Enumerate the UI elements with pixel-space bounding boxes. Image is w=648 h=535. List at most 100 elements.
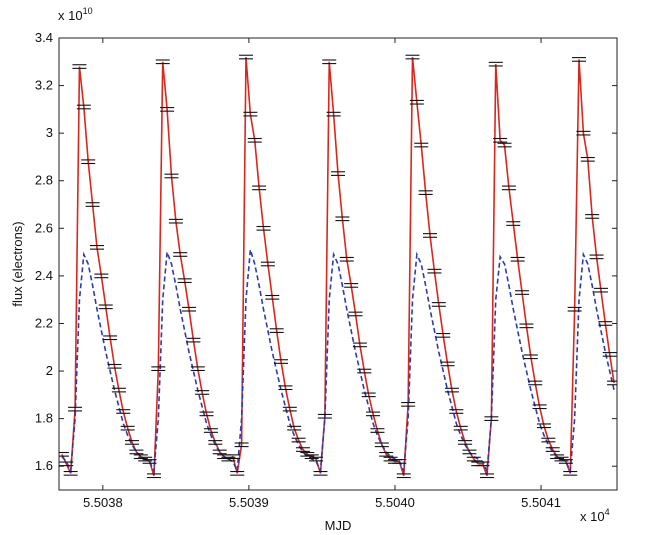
y-multiplier-exponent: 10 bbox=[83, 6, 93, 16]
data-point bbox=[493, 137, 508, 143]
data-point bbox=[151, 366, 166, 372]
data-point bbox=[339, 256, 354, 262]
data-point bbox=[256, 225, 271, 231]
data-point bbox=[484, 416, 499, 421]
data-point bbox=[85, 202, 100, 207]
data-point bbox=[528, 380, 543, 386]
data-point bbox=[160, 107, 175, 112]
x-tick-label: 5.5038 bbox=[83, 495, 123, 510]
data-point bbox=[431, 302, 446, 307]
data-point bbox=[563, 470, 578, 476]
data-point bbox=[168, 218, 183, 224]
data-point bbox=[103, 335, 118, 341]
data-point bbox=[212, 449, 227, 455]
model-line bbox=[61, 249, 615, 475]
data-point bbox=[287, 425, 302, 431]
data-point bbox=[173, 252, 188, 257]
data-point bbox=[107, 363, 122, 369]
data-point bbox=[230, 470, 245, 476]
data-point bbox=[186, 337, 201, 343]
y-tick-label: 3 bbox=[46, 125, 53, 140]
data-point bbox=[68, 406, 83, 412]
data-point bbox=[313, 470, 328, 476]
data-point bbox=[295, 447, 310, 452]
data-point bbox=[164, 173, 179, 179]
x-multiplier: x 104 bbox=[580, 507, 610, 524]
data-line bbox=[61, 56, 615, 477]
data-point bbox=[322, 59, 337, 65]
data-point bbox=[401, 402, 416, 407]
data-point bbox=[427, 268, 442, 274]
data-point bbox=[348, 311, 363, 317]
plot-frame bbox=[58, 37, 618, 491]
y-tick-label: 1.8 bbox=[35, 411, 53, 426]
x-axis-label: MJD bbox=[325, 518, 352, 533]
data-point bbox=[59, 461, 74, 467]
data-point bbox=[607, 380, 617, 386]
data-point bbox=[317, 413, 332, 419]
data-point bbox=[252, 185, 267, 191]
data-point bbox=[63, 470, 78, 476]
data-point bbox=[357, 368, 372, 374]
data-point bbox=[309, 456, 324, 462]
data-point bbox=[142, 459, 157, 464]
data-point bbox=[177, 278, 192, 284]
data-point bbox=[532, 404, 547, 410]
data-point bbox=[146, 473, 161, 479]
data-point bbox=[567, 306, 582, 312]
data-point bbox=[326, 111, 341, 117]
data-point bbox=[225, 454, 240, 460]
data-point bbox=[155, 59, 170, 65]
y-tick-label: 3.2 bbox=[35, 78, 53, 93]
data-point bbox=[585, 214, 600, 219]
data-point bbox=[260, 261, 275, 267]
data-point bbox=[238, 54, 253, 60]
data-point bbox=[383, 456, 398, 462]
data-point bbox=[203, 428, 218, 433]
data-point bbox=[331, 171, 345, 176]
data-point bbox=[89, 244, 104, 250]
data-point bbox=[344, 283, 359, 288]
data-point bbox=[462, 449, 477, 455]
y-axis-label: flux (electrons) bbox=[10, 221, 25, 306]
data-point bbox=[497, 142, 512, 148]
data-point bbox=[335, 216, 350, 222]
data-point bbox=[436, 333, 451, 338]
data-point bbox=[576, 130, 591, 136]
data-point bbox=[133, 454, 148, 460]
y-tick-label: 2.6 bbox=[35, 220, 53, 235]
data-point bbox=[396, 473, 411, 479]
data-point bbox=[519, 323, 534, 329]
data-point bbox=[458, 440, 473, 445]
data-point bbox=[190, 366, 205, 372]
data-point bbox=[510, 256, 525, 262]
data-point bbox=[247, 137, 262, 143]
data-point bbox=[125, 440, 140, 445]
data-point bbox=[269, 328, 284, 333]
data-point bbox=[405, 54, 420, 60]
data-point bbox=[506, 221, 521, 226]
data-point bbox=[291, 437, 306, 443]
data-point bbox=[138, 456, 153, 462]
data-point bbox=[488, 61, 503, 67]
data-point bbox=[558, 459, 573, 464]
data-point bbox=[453, 425, 468, 431]
data-point bbox=[572, 57, 587, 62]
y-tick-label: 2.8 bbox=[35, 173, 53, 188]
data-point bbox=[300, 451, 315, 457]
data-point bbox=[208, 440, 223, 445]
x-tick-label: 5.5041 bbox=[521, 495, 561, 510]
data-point bbox=[243, 111, 258, 117]
y-multiplier-base: x 10 bbox=[58, 8, 83, 23]
data-point bbox=[195, 390, 210, 395]
x-multiplier-base: x 10 bbox=[580, 509, 605, 524]
data-point bbox=[423, 233, 438, 238]
y-tick-label: 2.4 bbox=[35, 268, 53, 283]
data-point bbox=[98, 304, 113, 310]
data-point bbox=[593, 287, 608, 293]
data-point bbox=[589, 254, 604, 260]
data-point bbox=[392, 459, 407, 464]
data-point bbox=[278, 385, 293, 391]
data-point bbox=[221, 456, 236, 462]
